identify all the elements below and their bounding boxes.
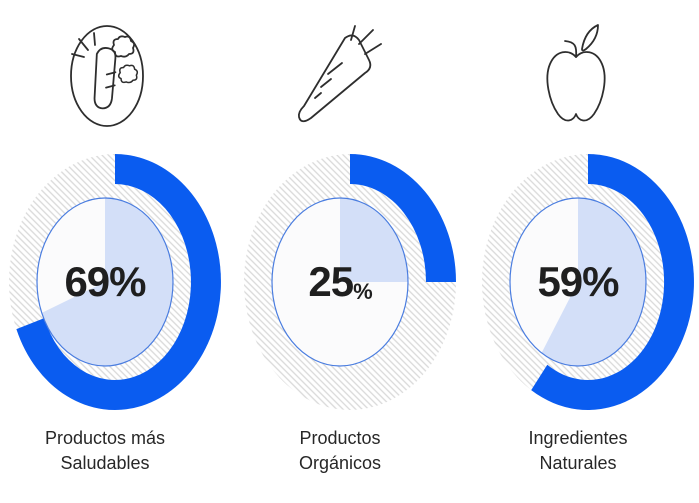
metric-column-productos-organicos: 25% Productos Orgánicos <box>240 0 460 503</box>
metric-label-line2: Naturales <box>539 453 617 473</box>
donut-percent-label: 69% <box>5 252 205 312</box>
metric-label-line1: Productos <box>299 428 381 448</box>
percent-value: 59 <box>537 258 583 305</box>
percent-value: 69 <box>64 258 110 305</box>
metric-label: Ingredientes Naturales <box>466 426 690 476</box>
donut-chart <box>9 154 221 410</box>
percent-value: 25 <box>308 258 354 305</box>
metric-column-ingredientes-naturales: 59% Ingredientes Naturales <box>478 0 698 503</box>
percent-sign: % <box>109 258 146 305</box>
donut-chart <box>244 154 456 410</box>
metric-label-line2: Orgánicos <box>298 453 382 473</box>
metric-label-line2: Saludables <box>60 453 150 473</box>
donut-percent-label: 25% <box>240 252 440 312</box>
metric-column-productos-mas-saludables: 69% Productos más Saludables <box>5 0 225 503</box>
carrot-icon <box>297 25 382 123</box>
metric-label-line1: Ingredientes <box>528 428 628 448</box>
metric-label-line1: Productos más <box>44 428 166 448</box>
metric-label: Productos Orgánicos <box>228 426 452 476</box>
metric-label: Productos más Saludables <box>0 426 217 476</box>
apple-icon <box>546 24 606 122</box>
vegetables-icon <box>70 25 144 127</box>
percent-sign: % <box>582 258 619 305</box>
percent-sign: % <box>353 279 373 304</box>
donut-chart <box>482 154 694 410</box>
donut-percent-label: 59% <box>478 252 678 312</box>
